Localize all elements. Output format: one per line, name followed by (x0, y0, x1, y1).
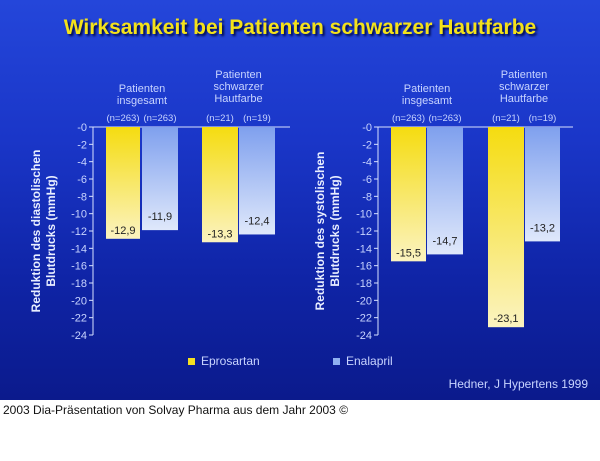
y-tick-label: -18 (356, 278, 372, 290)
legend-swatch-eprosartan (188, 357, 195, 365)
n-label: (n=263) (143, 113, 176, 124)
category-label: Hautfarbe (500, 93, 548, 105)
caption: 2003 Dia-Präsentation von Solvay Pharma … (3, 403, 349, 417)
source-citation: Hedner, J Hypertens 1999 (448, 377, 588, 391)
y-tick-label: -8 (77, 191, 87, 203)
category-label: Patienten (119, 83, 165, 95)
y-tick-label: -18 (71, 278, 87, 290)
n-label: (n=263) (106, 113, 139, 124)
legend-enalapril: Enalapril (333, 354, 393, 368)
bar-eprosartan (488, 127, 524, 328)
y-tick-label: -12 (356, 226, 372, 238)
bar-enalapril (142, 127, 178, 231)
data-label: -11,9 (148, 211, 172, 223)
legend-label: Eprosartan (201, 354, 260, 368)
category-label: schwarzer (499, 81, 549, 93)
y-axis-label-line: Reduktion des diastolischen (29, 150, 43, 313)
y-axis-label-line: Blutdrucks (mmHg) (44, 175, 58, 286)
legend-swatch-enalapril (333, 357, 340, 365)
n-label: (n=21) (206, 113, 234, 124)
y-tick-label: -6 (77, 174, 87, 186)
legend-label: Enalapril (346, 354, 393, 368)
y-tick-label: -14 (356, 243, 372, 255)
n-label: (n=263) (392, 113, 425, 124)
y-axis-label: Reduktion des systolischenBlutdrucks (mm… (313, 152, 342, 311)
y-tick-label: -16 (356, 261, 372, 273)
n-label: (n=263) (428, 113, 461, 124)
y-tick-label: -16 (71, 261, 87, 273)
bar-eprosartan (106, 127, 140, 239)
category-label: schwarzer (213, 81, 263, 93)
bar-enalapril (525, 127, 560, 242)
legend-eprosartan: Eprosartan (188, 354, 260, 368)
data-label: -12,9 (110, 225, 135, 237)
data-label: -15,5 (396, 247, 421, 259)
bar-enalapril (427, 127, 463, 255)
data-label: -14,7 (432, 235, 457, 247)
y-tick-label: -22 (71, 313, 87, 325)
y-axis-label-line: Reduktion des systolischen (313, 152, 327, 311)
y-tick-label: -8 (362, 191, 372, 203)
y-tick-label: -22 (356, 313, 372, 325)
y-axis-label-line: Blutdrucks (mmHg) (328, 175, 342, 286)
category-label: insgesamt (402, 95, 452, 107)
y-tick-label: -10 (356, 209, 372, 221)
data-label: -23,1 (493, 313, 518, 325)
n-label: (n=21) (492, 113, 520, 124)
category-label: insgesamt (117, 95, 167, 107)
charts: -0 -2 -4 -6 -8 -10 -12 -14 -16 -18 -20 -22 -24 Redukt… (29, 69, 573, 342)
y-tick-label: -20 (356, 295, 372, 307)
category-label: Patienten (501, 69, 547, 81)
bar-eprosartan (391, 127, 426, 262)
bar-eprosartan (202, 127, 238, 243)
data-label: -13,2 (530, 222, 555, 234)
n-label: (n=19) (243, 113, 271, 124)
y-tick-label: -24 (71, 330, 87, 342)
y-tick-label: -0 (362, 122, 372, 134)
n-label: (n=19) (529, 113, 557, 124)
y-tick-label: -2 (362, 139, 372, 151)
data-label: -13,3 (207, 228, 232, 240)
y-tick-label: -6 (362, 174, 372, 186)
y-tick-label: -24 (356, 330, 372, 342)
y-tick-label: -14 (71, 243, 87, 255)
category-label: Hautfarbe (214, 93, 262, 105)
y-tick-label: -20 (71, 295, 87, 307)
y-tick-label: -10 (71, 209, 87, 221)
bar-enalapril (239, 127, 275, 235)
category-label: Patienten (404, 83, 450, 95)
y-tick-label: -12 (71, 226, 87, 238)
y-tick-label: -2 (77, 139, 87, 151)
y-axis-label: Reduktion des diastolischenBlutdrucks (m… (29, 150, 58, 313)
y-tick-label: -0 (77, 122, 87, 134)
category-label: Patienten (215, 69, 261, 81)
data-label: -12,4 (244, 215, 269, 227)
y-tick-label: -4 (77, 157, 87, 169)
slide-title: Wirksamkeit bei Patienten schwarzer Haut… (63, 16, 537, 39)
y-tick-label: -4 (362, 157, 372, 169)
